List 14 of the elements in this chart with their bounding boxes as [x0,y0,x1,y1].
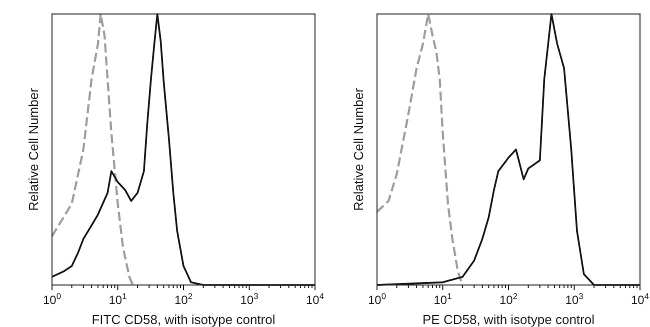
x-tick-label: 10$^{1}$ [108,291,128,307]
y-axis-title: Relative Cell Number [26,87,41,211]
x-tick-label: 10$^{0}$ [368,291,386,307]
x-tick-label: 10$^{3}$ [565,291,584,307]
x-tick-label: 10$^{4}$ [630,291,650,307]
x-tick-label: 10$^{4}$ [306,291,324,307]
x-axis-title: FITC CD58, with isotype control [92,312,276,327]
x-tick-label: 10$^{2}$ [174,291,193,307]
y-axis-title: Relative Cell Number [351,87,366,211]
x-tick-label: 10$^{1}$ [434,291,452,307]
x-tick-label: 10$^{2}$ [499,291,518,307]
x-tick-label: 10$^{3}$ [240,291,259,307]
x-axis-title: PE CD58, with isotype control [422,312,595,327]
x-tick-label: 10$^{0}$ [42,291,62,307]
